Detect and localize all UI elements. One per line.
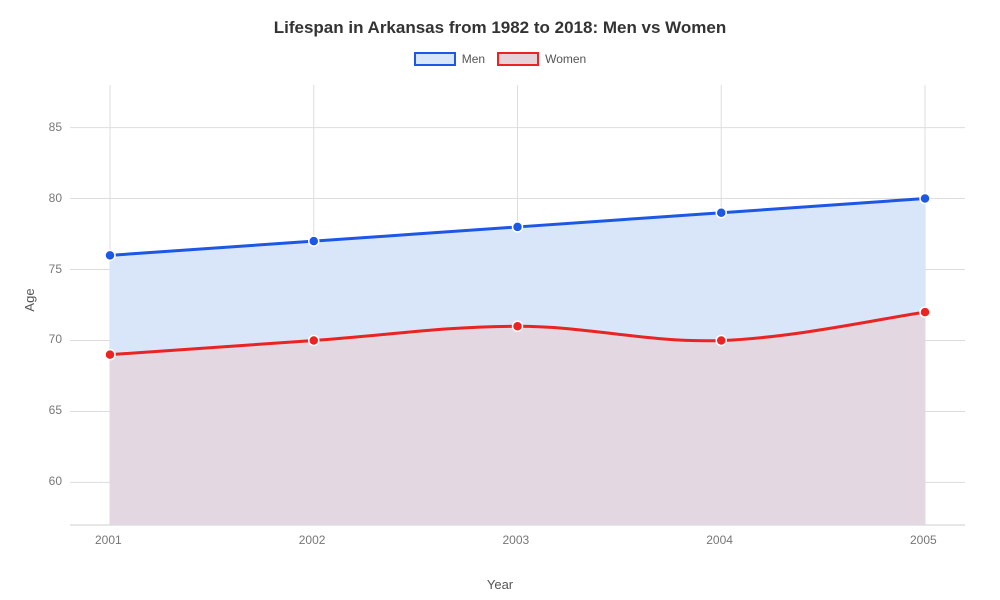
y-tick-label: 60 [49, 474, 62, 488]
x-tick-label: 2001 [95, 533, 122, 547]
legend-item-men: Men [414, 52, 485, 66]
chart-container: Lifespan in Arkansas from 1982 to 2018: … [0, 0, 1000, 600]
x-tick-label: 2002 [299, 533, 326, 547]
y-axis-label: Age [22, 288, 37, 311]
marker-women [716, 335, 726, 345]
y-tick-label: 80 [49, 191, 62, 205]
legend-swatch-women [497, 52, 539, 66]
marker-women [105, 350, 115, 360]
marker-women [309, 335, 319, 345]
y-tick-label: 85 [49, 120, 62, 134]
plot-area [70, 85, 965, 525]
x-tick-label: 2005 [910, 533, 937, 547]
x-tick-label: 2003 [503, 533, 530, 547]
legend: Men Women [0, 52, 1000, 66]
y-tick-label: 75 [49, 262, 62, 276]
marker-men [716, 208, 726, 218]
y-tick-label: 70 [49, 332, 62, 346]
chart-svg [70, 85, 965, 525]
x-tick-label: 2004 [706, 533, 733, 547]
legend-label-men: Men [462, 52, 485, 66]
marker-men [920, 194, 930, 204]
legend-swatch-men [414, 52, 456, 66]
y-tick-label: 65 [49, 403, 62, 417]
marker-women [920, 307, 930, 317]
marker-men [309, 236, 319, 246]
chart-title: Lifespan in Arkansas from 1982 to 2018: … [0, 18, 1000, 38]
marker-women [513, 321, 523, 331]
x-axis-label: Year [0, 577, 1000, 592]
marker-men [513, 222, 523, 232]
legend-label-women: Women [545, 52, 586, 66]
legend-item-women: Women [497, 52, 586, 66]
marker-men [105, 250, 115, 260]
